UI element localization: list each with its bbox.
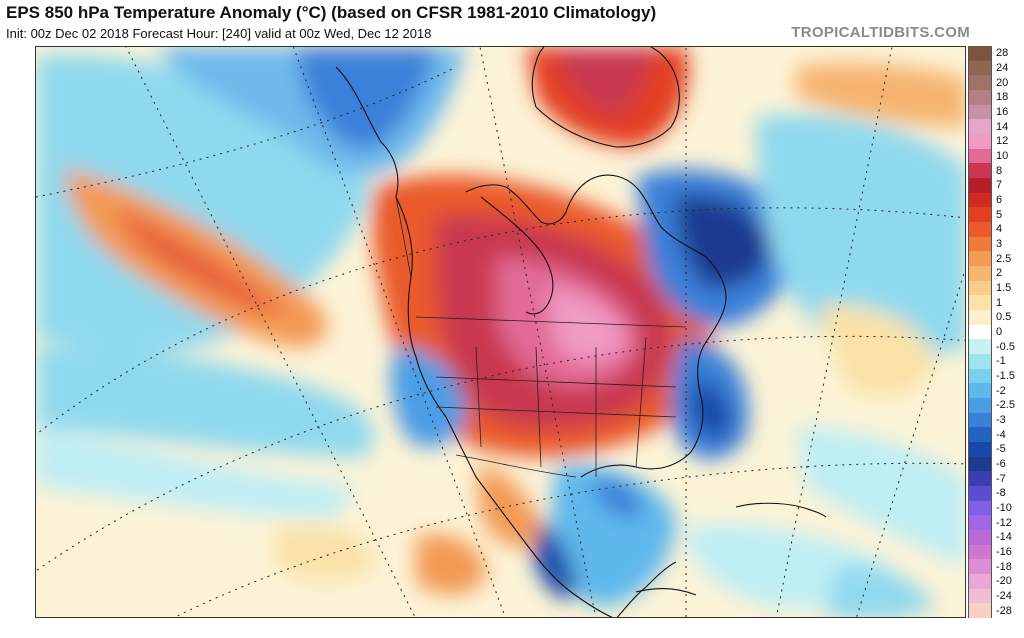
legend-label: -7: [996, 472, 1006, 485]
legend-swatch: [968, 104, 992, 120]
legend-label: 20: [996, 76, 1009, 89]
legend-swatch: [968, 324, 992, 340]
legend-swatch: [968, 603, 992, 619]
legend-label: 2: [996, 267, 1003, 280]
legend-swatch: [968, 295, 992, 311]
legend-label: -24: [996, 590, 1012, 602]
legend-label: -12: [996, 516, 1012, 529]
legend-label: -1: [996, 355, 1006, 368]
legend-swatch: [968, 310, 992, 326]
legend-label: 2.5: [996, 252, 1012, 265]
brand-watermark: TROPICALTIDBITS.COM: [791, 24, 970, 41]
legend-swatch: [968, 398, 992, 414]
legend-label: -6: [996, 458, 1006, 470]
legend-swatch: [968, 280, 992, 296]
legend-label: 6: [996, 194, 1003, 206]
legend-swatch: [968, 456, 992, 472]
legend-swatch: [968, 574, 992, 590]
legend-swatch: [968, 266, 992, 282]
legend-label: -3: [996, 414, 1006, 426]
chart-header: EPS 850 hPa Temperature Anomaly (°C) (ba…: [0, 0, 1024, 46]
legend-label: 0: [996, 326, 1003, 338]
legend-swatch: [968, 207, 992, 223]
legend-swatch: [968, 486, 992, 502]
legend-label: 8: [996, 164, 1003, 177]
legend-label: -5: [996, 443, 1006, 456]
legend-label: 24: [996, 62, 1009, 74]
legend-label: 4: [996, 223, 1003, 236]
legend-swatch: [968, 251, 992, 267]
legend-swatch: [968, 90, 992, 106]
legend-label: 1.5: [996, 282, 1012, 294]
legend-swatch: [968, 530, 992, 546]
legend-label: -0.5: [996, 340, 1015, 353]
legend-swatch: [968, 236, 992, 252]
legend-label: 18: [996, 91, 1009, 104]
legend-swatch: [968, 368, 992, 384]
anomaly-map: [35, 46, 966, 618]
legend-swatch: [968, 442, 992, 458]
legend-swatch: [968, 46, 992, 62]
legend-swatch: [968, 412, 992, 428]
legend-label: -20: [996, 575, 1012, 588]
legend-swatch: [968, 148, 992, 164]
legend-swatch: [968, 588, 992, 604]
chart-title: EPS 850 hPa Temperature Anomaly (°C) (ba…: [6, 3, 657, 22]
legend-label: -1.5: [996, 370, 1015, 382]
legend-label: -4: [996, 428, 1006, 441]
legend-label: -16: [996, 546, 1012, 558]
legend-swatch: [968, 544, 992, 560]
legend-label: 0.5: [996, 311, 1012, 324]
legend-label: 3: [996, 238, 1003, 250]
legend-label: -8: [996, 487, 1006, 500]
legend-swatch: [968, 515, 992, 531]
legend-swatch: [968, 383, 992, 399]
anomaly-map-svg: [36, 47, 965, 617]
legend-label: 28: [996, 47, 1009, 60]
legend-swatch: [968, 60, 992, 76]
legend-label: -18: [996, 560, 1012, 573]
legend-label: -2.5: [996, 399, 1015, 412]
legend-swatch: [968, 500, 992, 516]
legend-label: 7: [996, 179, 1003, 192]
legend-swatch: [968, 339, 992, 355]
legend-swatch: [968, 471, 992, 487]
legend-swatch: [968, 134, 992, 150]
legend-label: -10: [996, 502, 1012, 514]
color-legend: 28 24 20 18 16 14 12 10 8 7 6 5 4 3 2.5 2 1.5 1 0.5 0 -0.5 -1…: [968, 46, 1024, 619]
legend-swatch: [968, 163, 992, 179]
legend-label: -28: [996, 604, 1012, 617]
legend-swatch: [968, 75, 992, 91]
legend-label: 16: [996, 106, 1009, 118]
legend-label: 5: [996, 208, 1003, 221]
legend-swatch: [968, 427, 992, 443]
legend-swatch: [968, 354, 992, 370]
legend-swatch: [968, 178, 992, 194]
legend-label: -2: [996, 384, 1006, 397]
legend-label: 14: [996, 120, 1009, 133]
legend-swatch: [968, 559, 992, 575]
legend-swatch: [968, 192, 992, 208]
legend-label: 12: [996, 135, 1009, 148]
legend-label: 1: [996, 296, 1003, 309]
legend-swatch: [968, 222, 992, 238]
legend-swatch: [968, 119, 992, 135]
chart-subtitle: Init: 00z Dec 02 2018 Forecast Hour: [24…: [6, 26, 432, 41]
legend-label: -14: [996, 531, 1012, 544]
legend-label: 10: [996, 150, 1009, 162]
